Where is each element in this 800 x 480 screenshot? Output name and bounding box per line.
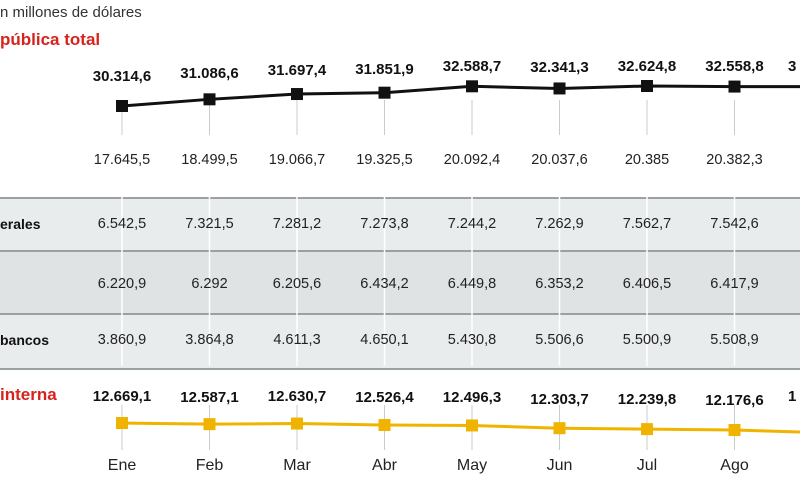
table-cell: 3.860,9 bbox=[97, 332, 147, 348]
data-label: 12.526,4 bbox=[355, 389, 414, 406]
table-cell: 6.406,5 bbox=[622, 276, 672, 292]
table-cell: 5.506,6 bbox=[535, 332, 584, 348]
x-tick-label: Mar bbox=[283, 457, 311, 474]
table-cell: 3.864,8 bbox=[185, 332, 234, 348]
data-label: 12.630,7 bbox=[267, 388, 327, 406]
x-tick-label: Abr bbox=[372, 457, 397, 474]
table-cell: 4.650,1 bbox=[360, 332, 409, 348]
data-label: 12.496,3 bbox=[442, 389, 502, 407]
table-cell: 5 bbox=[762, 332, 800, 348]
x-tick-label: Feb bbox=[195, 457, 224, 474]
total-debt-marker bbox=[116, 100, 128, 112]
table-cell: 4.611,3 bbox=[273, 332, 321, 348]
table-cell: 18.499,5 bbox=[181, 152, 238, 168]
table-cell: 19.325,5 bbox=[356, 152, 413, 168]
data-label-partial: 1 bbox=[788, 388, 797, 405]
data-label: 32.341,3 bbox=[530, 59, 589, 77]
table-band-3 bbox=[0, 250, 800, 314]
internal-debt-marker bbox=[466, 419, 478, 432]
table-cell: 5.500,9 bbox=[622, 332, 672, 348]
x-tick-label: Ago bbox=[720, 457, 749, 474]
table-cell: 7.262,9 bbox=[535, 216, 584, 232]
internal-debt-marker bbox=[728, 424, 741, 436]
table-cell: 7.244,2 bbox=[447, 216, 497, 232]
data-label: 12.176,6 bbox=[705, 391, 764, 409]
data-label: 31.851,9 bbox=[355, 61, 414, 79]
total-debt-line bbox=[121, 84, 800, 108]
table-cell: 6.449,8 bbox=[447, 276, 497, 292]
table-cell: 20.092,4 bbox=[443, 152, 501, 168]
table-cell: 6.542,5 bbox=[97, 216, 147, 232]
data-label: 32.624,8 bbox=[617, 58, 677, 75]
data-label: 12.587,1 bbox=[180, 388, 239, 406]
data-label: 31.697,4 bbox=[267, 62, 327, 79]
table-cell: 19.066,7 bbox=[268, 152, 326, 168]
table-cell: 5.430,8 bbox=[447, 332, 497, 348]
table-band-2 bbox=[0, 197, 800, 251]
x-tick-label: May bbox=[456, 457, 488, 474]
table-cell: 17.645,5 bbox=[93, 152, 151, 168]
total-debt-marker bbox=[728, 80, 741, 93]
data-label: 12.669,1 bbox=[92, 388, 152, 405]
chart-subtitle: n millones de dólares bbox=[0, 4, 142, 21]
total-debt-marker bbox=[553, 82, 566, 95]
table-cell: 7 bbox=[762, 216, 800, 232]
x-tick-label: Ene bbox=[107, 457, 137, 474]
table-cell: 7.281,2 bbox=[272, 216, 322, 232]
table-cell: 20.037,6 bbox=[531, 152, 588, 168]
table-cell: 7.273,8 bbox=[360, 216, 409, 232]
table-cell: 7.562,7 bbox=[622, 216, 672, 232]
table-cell: 6.353,2 bbox=[535, 276, 584, 292]
internal-debt-marker bbox=[378, 419, 391, 432]
data-label: 12.239,8 bbox=[617, 391, 677, 409]
row-label-2: erales bbox=[0, 216, 41, 232]
title-total-debt: pública total bbox=[0, 30, 101, 49]
table-cell: 6.292 bbox=[191, 276, 228, 292]
internal-debt-marker bbox=[641, 423, 653, 436]
x-tick-label: Jun bbox=[546, 457, 573, 474]
data-label: 30.314,6 bbox=[92, 68, 152, 85]
row-label-4: bancos bbox=[0, 332, 50, 348]
table-band-1 bbox=[0, 135, 800, 195]
table-cell: 6.417,9 bbox=[710, 276, 759, 292]
table-band-4 bbox=[0, 313, 800, 370]
table-cell: 2 bbox=[762, 152, 800, 168]
title-internal-debt: interna bbox=[0, 385, 57, 404]
internal-debt-marker bbox=[203, 418, 216, 431]
internal-debt-marker bbox=[116, 417, 128, 429]
table-cell: 6.220,9 bbox=[97, 276, 147, 292]
data-label: 32.588,7 bbox=[442, 58, 502, 76]
total-debt-marker bbox=[378, 86, 391, 99]
table-cell: 7.542,6 bbox=[710, 216, 759, 232]
total-debt-marker bbox=[203, 93, 216, 106]
internal-debt-marker bbox=[553, 422, 566, 435]
table-cell: 6.434,2 bbox=[360, 276, 409, 292]
data-label: 32.558,8 bbox=[705, 58, 764, 76]
table-cell: 20.382,3 bbox=[706, 152, 763, 168]
table-cell: 6.205,6 bbox=[272, 276, 322, 292]
total-debt-marker bbox=[291, 88, 303, 101]
table-cell: 5.508,9 bbox=[710, 332, 759, 348]
table-cell: 7.321,5 bbox=[185, 216, 234, 232]
data-label: 12.303,7 bbox=[530, 390, 589, 408]
internal-debt-marker bbox=[291, 417, 303, 430]
internal-debt-line bbox=[121, 421, 800, 434]
table-cell: 20.385 bbox=[624, 152, 670, 168]
table-cell: 6 bbox=[762, 276, 800, 292]
x-tick-label: Jul bbox=[636, 457, 658, 474]
data-label: 31.086,6 bbox=[180, 64, 239, 82]
total-debt-marker bbox=[641, 80, 653, 92]
data-label-partial: 3 bbox=[788, 58, 797, 75]
total-debt-marker bbox=[466, 80, 478, 93]
